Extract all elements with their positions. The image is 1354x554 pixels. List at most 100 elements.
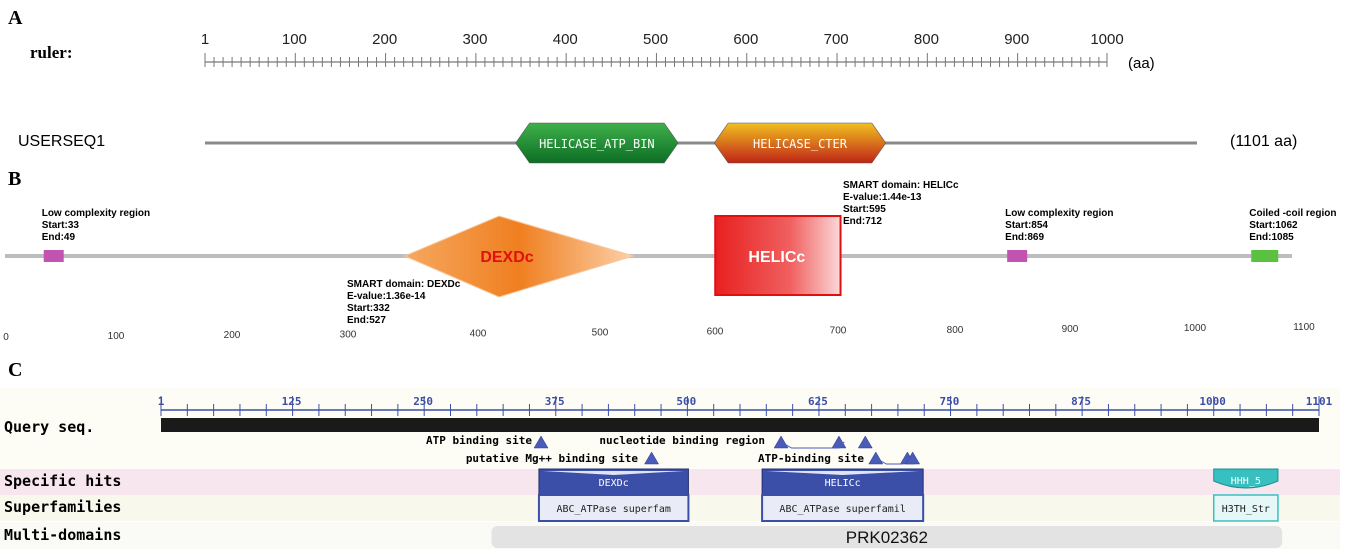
site-marker <box>857 435 873 449</box>
ruler-c-tick-label: 1000 <box>1199 395 1226 408</box>
axis-b-tick-label: 1000 <box>1184 323 1207 334</box>
axis-b-tick-label: 400 <box>470 328 487 339</box>
axis-b: 0 100 200 300 400 500 600 700 800 900 1000 1100 <box>3 322 1315 343</box>
low-complexity-title: Low complexity region <box>42 208 150 219</box>
domain-hexagon <box>515 122 679 164</box>
axis-b-tick-label: 500 <box>592 328 609 339</box>
hit-label: H3TH_Str <box>1222 504 1270 515</box>
coiled-coil-box <box>1251 250 1279 262</box>
hit-box <box>761 494 925 522</box>
site-label-mg: putative Mg++ binding site <box>466 452 639 465</box>
helicc-end: End:712 <box>843 216 882 227</box>
low-complexity-title: Low complexity region <box>1005 208 1113 219</box>
ruler-tick-label: 1000 <box>1090 31 1123 48</box>
hit-notch <box>766 471 920 475</box>
axis-b-tick-label: 900 <box>1062 324 1079 335</box>
ruler-label: ruler: <box>30 43 72 62</box>
superfamilies-row-label: Superfamilies <box>4 498 121 516</box>
axis-b-tick-label: 700 <box>830 326 847 337</box>
dexdc-title: SMART domain: DEXDc <box>347 279 461 290</box>
axis-b-tick-label: 300 <box>340 329 357 340</box>
site-label-atp: ATP binding site <box>426 434 532 447</box>
features-b: Low complexity regionStart:33End:49DEXDc… <box>42 180 1337 326</box>
axis-b-tick-label: 800 <box>947 325 964 336</box>
hit-notch <box>542 471 685 475</box>
multidomain-bar <box>491 526 1283 548</box>
query-seq-bar <box>161 418 1319 432</box>
low-complexity-end: End:869 <box>1005 232 1044 243</box>
domain-label: HELICASE_CTER <box>753 137 848 151</box>
low-complexity-start: Start:33 <box>42 220 80 231</box>
panel-a: ruler: 1 100 200 300 400 500 600 700 800 900 1000 … <box>18 31 1297 164</box>
axis-b-tick-label: 100 <box>108 331 125 342</box>
query-row-label: Query seq. <box>4 418 94 436</box>
multidomain-c: PRK02362 <box>491 526 1283 548</box>
ruler-tick-label: 100 <box>282 31 307 48</box>
ruler-tick-label: 700 <box>824 31 849 48</box>
domains-a: HELICASE_ATP_BIN HELICASE_CTER <box>515 122 887 164</box>
ruler-tick-label: 600 <box>733 31 758 48</box>
helicc-domain <box>714 215 842 296</box>
axis-b-tick-label: 200 <box>224 330 241 341</box>
unit-label: (aa) <box>1128 55 1155 72</box>
ruler-tick-label: 200 <box>372 31 397 48</box>
ruler-c-tick-label: 250 <box>413 395 433 408</box>
helicc-evalue: E-value:1.44e-13 <box>843 192 922 203</box>
site-label-nucleotide: nucleotide binding region <box>599 434 765 447</box>
site-marker <box>644 451 660 465</box>
ruler-tick-label: 1 <box>201 31 209 48</box>
helicc-name: HELICc <box>748 249 805 266</box>
site-marker <box>533 435 549 449</box>
ruler-c-tick-label: 500 <box>676 395 696 408</box>
seq-name: USERSEQ1 <box>18 133 105 150</box>
ruler-c-tick-label: 125 <box>282 395 302 408</box>
site-connector <box>875 457 910 465</box>
dexdc-start: Start:332 <box>347 303 390 314</box>
low-complexity-start: Start:854 <box>1005 220 1048 231</box>
hit-label: DEXDc <box>599 478 629 489</box>
helicc-start: Start:595 <box>843 204 886 215</box>
hit-label: ABC_ATPase superfamil <box>779 504 905 515</box>
ruler-c-tick-label: 875 <box>1071 395 1091 408</box>
axis-b-tick-label: 600 <box>707 327 724 338</box>
helicc-title: SMART domain: HELICc <box>843 180 959 191</box>
specific-row-label: Specific hits <box>4 472 121 490</box>
low-complexity-box <box>43 250 64 262</box>
coiled-coil-end: End:1085 <box>1249 232 1294 243</box>
dexdc-end: End:527 <box>347 315 386 326</box>
axis-b-tick-label: 1100 <box>1293 322 1315 333</box>
low-complexity-box <box>1007 250 1028 262</box>
dexdc-evalue: E-value:1.36e-14 <box>347 291 426 302</box>
site-label-atp2: ATP-binding site <box>758 452 864 465</box>
hit-label: ABC_ATPase superfam <box>556 504 670 515</box>
ruler-c: 1 125 250 375 500 625 750 875 1000 1101 <box>158 395 1333 416</box>
hit-box <box>537 494 690 522</box>
axis-b-tick-label: 0 <box>3 332 9 343</box>
panel-label-a: A <box>8 7 23 29</box>
ruler-c-tick-label: 1 <box>158 395 165 408</box>
dexdc-domain <box>403 215 636 298</box>
panel-label-c: C <box>8 359 22 381</box>
ruler-c-tick-label: 750 <box>940 395 960 408</box>
panel-c: Query seq. Specific hits Superfamilies M… <box>0 388 1340 549</box>
hit-label: HELICc <box>825 478 861 489</box>
seq-length: (1101 aa) <box>1230 133 1297 150</box>
hits-c: DEXDc HELICc HHH_5 ABC_ATPase superfam ABC_A… <box>537 468 1279 522</box>
ruler-tick-label: 900 <box>1004 31 1029 48</box>
ruler-c-tick-label: 375 <box>545 395 565 408</box>
ruler-c-tick-label: 1101 <box>1306 395 1333 408</box>
dexdc-name: DEXDc <box>480 249 533 266</box>
hit-label: HHH_5 <box>1231 476 1261 487</box>
sites-c <box>533 435 921 465</box>
ruler-c-tick-label: 625 <box>808 395 828 408</box>
ruler-tick-label: 300 <box>462 31 487 48</box>
ruler-tick-label: 400 <box>553 31 578 48</box>
hit-teal-cap <box>1213 468 1279 489</box>
ruler-tick-label: 800 <box>914 31 939 48</box>
panel-label-b: B <box>8 168 21 190</box>
multidomains-row-label: Multi-domains <box>4 526 121 544</box>
multidomain-label: PRK02362 <box>846 528 928 547</box>
site-connector <box>780 441 845 449</box>
